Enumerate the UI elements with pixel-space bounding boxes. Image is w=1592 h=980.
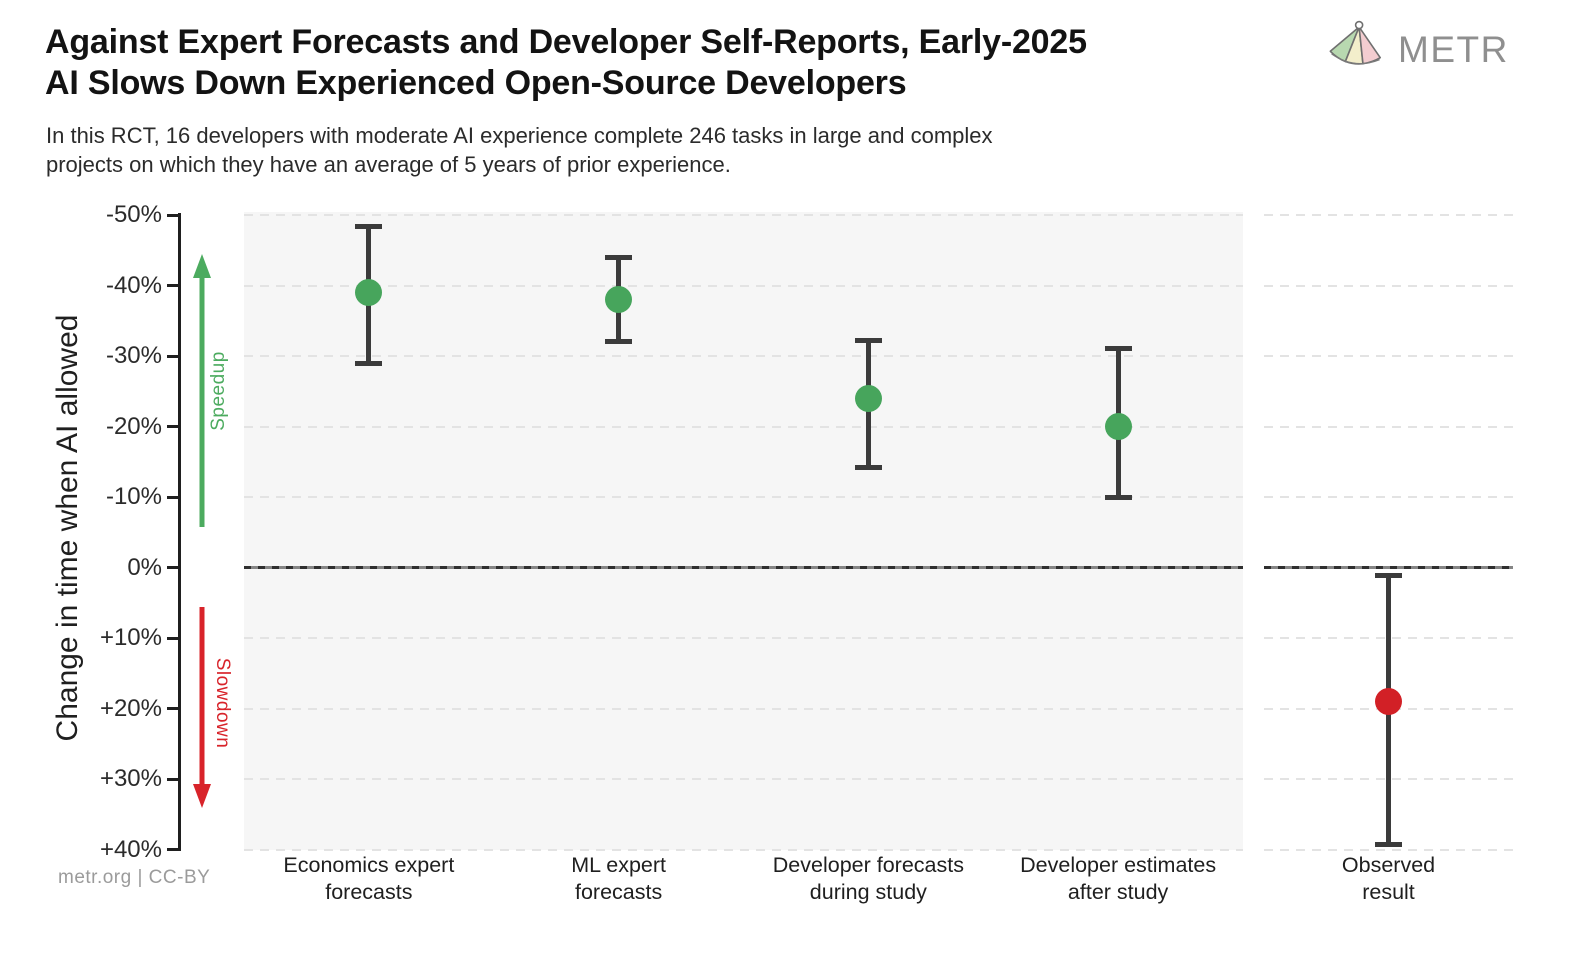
error-bar-cap-upper bbox=[605, 254, 633, 260]
error-bar-cap-upper bbox=[1375, 573, 1402, 579]
gridline--40 bbox=[244, 284, 1243, 287]
y-tick-label--50: -50% bbox=[105, 201, 162, 228]
y-tick-label--40: -40% bbox=[105, 271, 162, 299]
error-bar-cap-lower bbox=[355, 360, 383, 366]
y-tick-label--30: -30% bbox=[105, 342, 162, 369]
y-tick--30 bbox=[167, 354, 179, 358]
category-label-economics-expert-forecasts: Economics expert forecasts bbox=[219, 852, 519, 906]
category-label-ml-expert-forecasts: ML expert forecasts bbox=[469, 852, 769, 906]
category-label-developer-forecasts-during-study: Developer forecasts during study bbox=[718, 852, 1018, 906]
category-label-observed-result: Observed result bbox=[1239, 852, 1539, 906]
category-label-line: forecasts bbox=[325, 880, 413, 904]
attribution-text: metr.org | CC-BY bbox=[58, 867, 211, 888]
error-bar-cap-upper bbox=[1104, 346, 1132, 352]
category-label-line: Developer forecasts bbox=[772, 853, 964, 877]
gridline-observed--50 bbox=[1264, 214, 1513, 216]
error-bar-cap-upper bbox=[355, 224, 383, 230]
y-tick-label-40: +40% bbox=[99, 835, 162, 863]
y-tick-label-30: +30% bbox=[99, 765, 162, 792]
gridline-observed--30 bbox=[1264, 355, 1513, 357]
category-label-line: Observed bbox=[1341, 853, 1436, 877]
gridline-observed-40 bbox=[1264, 848, 1513, 851]
gridline--30 bbox=[244, 355, 1243, 357]
category-label-developer-estimates-after-study: Developer estimates after study bbox=[968, 852, 1268, 906]
gridline-10 bbox=[244, 637, 1243, 639]
subtitle-line-2: projects on which they have an average o… bbox=[46, 152, 731, 177]
gridline-observed--10 bbox=[1264, 496, 1513, 498]
y-tick--40 bbox=[167, 284, 179, 287]
slowdown-label: Slowdown bbox=[212, 657, 233, 749]
error-bar-cap-lower bbox=[854, 464, 882, 470]
point-marker bbox=[355, 279, 383, 307]
y-tick-20 bbox=[167, 707, 179, 710]
title-line-2: AI Slows Down Experienced Open-Source De… bbox=[45, 64, 907, 102]
y-tick--50 bbox=[167, 213, 179, 217]
subtitle-line-1: In this RCT, 16 developers with moderate… bbox=[46, 123, 993, 148]
zero-line-observed bbox=[1264, 566, 1513, 569]
category-label-line: Developer estimates bbox=[1020, 853, 1217, 877]
error-bar-cap-lower bbox=[605, 339, 633, 345]
y-tick--20 bbox=[167, 425, 179, 428]
y-tick-label--10: -10% bbox=[105, 483, 162, 510]
category-label-line: result bbox=[1362, 880, 1415, 904]
category-label-line: forecasts bbox=[575, 880, 663, 904]
gridline--10 bbox=[244, 496, 1243, 498]
y-tick-40 bbox=[167, 848, 179, 851]
y-tick-0 bbox=[167, 566, 179, 569]
zero-line-main bbox=[244, 566, 1243, 569]
chart-subtitle: In this RCT, 16 developers with moderate… bbox=[46, 121, 993, 179]
y-axis-line bbox=[178, 213, 181, 851]
gridline--20 bbox=[244, 425, 1243, 428]
y-tick-30 bbox=[167, 777, 179, 781]
metr-logo: METR bbox=[1322, 18, 1509, 82]
point-marker bbox=[1375, 687, 1402, 715]
metr-logo-text: METR bbox=[1398, 29, 1509, 70]
gridline-30 bbox=[244, 778, 1243, 780]
y-axis-title: Change in time when AI allowed bbox=[51, 314, 84, 742]
category-label-line: Economics expert bbox=[283, 853, 455, 877]
y-tick-label-20: +20% bbox=[99, 694, 162, 722]
metr-fan-icon bbox=[1329, 20, 1382, 65]
category-label-line: ML expert bbox=[571, 853, 667, 877]
error-bar-cap-lower bbox=[1104, 494, 1132, 500]
direction-arrows bbox=[193, 254, 211, 808]
slowdown-arrow-icon bbox=[193, 607, 211, 808]
y-tick-label--20: -20% bbox=[105, 412, 162, 440]
y-tick-label-10: +10% bbox=[99, 624, 162, 651]
gridline-observed--20 bbox=[1264, 425, 1513, 428]
gridline--50 bbox=[244, 214, 1243, 216]
gridline-20 bbox=[244, 707, 1243, 710]
speedup-arrow-icon bbox=[193, 254, 211, 527]
speedup-label: Speedup bbox=[208, 351, 229, 431]
y-tick-label-0: 0% bbox=[127, 553, 162, 581]
plot-panel-main bbox=[244, 212, 1243, 850]
error-bar-cap-lower bbox=[1375, 842, 1402, 848]
y-tick-10 bbox=[167, 636, 179, 640]
category-label-line: after study bbox=[1067, 880, 1169, 904]
gridline-40 bbox=[244, 848, 1243, 851]
point-marker bbox=[1104, 413, 1132, 440]
error-bar-cap-upper bbox=[854, 337, 882, 343]
point-marker bbox=[605, 286, 633, 314]
title-line-1: Against Expert Forecasts and Developer S… bbox=[45, 23, 1087, 61]
gridline-observed--40 bbox=[1264, 284, 1513, 287]
page-title: Against Expert Forecasts and Developer S… bbox=[45, 22, 1087, 104]
y-tick--10 bbox=[167, 495, 179, 499]
point-marker bbox=[854, 384, 882, 412]
category-label-line: during study bbox=[809, 880, 927, 904]
